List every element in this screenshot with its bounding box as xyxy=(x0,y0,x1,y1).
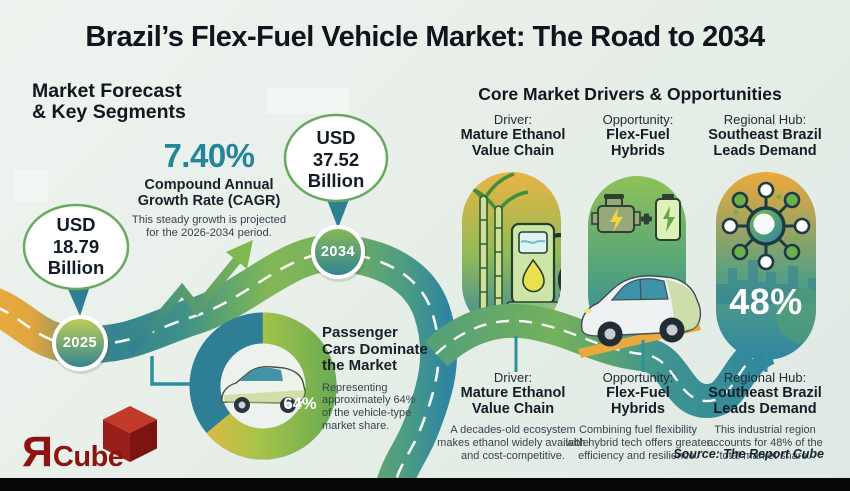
vehicle-share-donut-chart xyxy=(189,312,337,460)
card-caption-prefix: Opportunity: xyxy=(602,370,674,385)
card-caption-ethanol: Driver: Mature Ethanol Value Chain A dec… xyxy=(435,370,591,462)
background-panel xyxy=(266,88,350,114)
cagr-label: Compound Annual Growth Rate (CAGR) xyxy=(137,177,281,209)
network-hub-icon xyxy=(721,181,811,271)
card-caption-title: Southeast Brazil Leads Demand xyxy=(708,385,822,417)
card-southeast-brazil-hub xyxy=(716,172,816,360)
right-section-heading: Core Market Drivers & Opportunities xyxy=(478,84,782,104)
card-caption-title: Mature Ethanol Value Chain xyxy=(460,385,566,417)
year-marker-2034 xyxy=(311,225,367,282)
report-cube-logo: ЯCube xyxy=(22,428,124,476)
cagr-value: 7.40% xyxy=(163,137,255,174)
year-2025-label: 2025 xyxy=(62,335,98,351)
cagr-note: This steady growth is projected for the … xyxy=(131,214,287,239)
logo-r-glyph: Я xyxy=(22,428,53,476)
passenger-car-illustration xyxy=(221,366,306,413)
card-header-prefix: Driver: xyxy=(493,112,533,127)
card-caption-connectors xyxy=(514,336,768,372)
market-value-2034-label: USD 37.52 Billion xyxy=(307,127,365,191)
donut-connector-line xyxy=(150,356,190,386)
card-caption-description: Combining fuel flexibility with hybrid t… xyxy=(565,424,711,462)
battery-icon xyxy=(655,194,681,241)
card-header-ethanol: Driver: Mature Ethanol Value Chain xyxy=(435,112,591,159)
cagr-block: 7.40% Compound Annual Growth Rate (CAGR)… xyxy=(116,137,302,240)
card-header-hybrids: Opportunity: Flex-Fuel Hybrids xyxy=(560,112,716,159)
card-header-regional: Regional Hub: Southeast Brazil Leads Dem… xyxy=(687,112,843,159)
logo-wordmark: Cube xyxy=(52,441,124,473)
donut-share-label: 64% xyxy=(283,395,317,413)
regional-share-label: 48% xyxy=(729,281,803,322)
red-cube-logo-icon xyxy=(103,406,157,462)
background-panel xyxy=(14,170,48,202)
city-skyline-icon xyxy=(716,260,816,304)
market-value-2025-label: USD 18.79 Billion xyxy=(47,214,105,278)
card-header-title: Southeast Brazil Leads Demand xyxy=(708,127,822,159)
source-credit: Source: The Report Cube xyxy=(673,447,824,461)
card-caption-hybrids: Opportunity: Flex-Fuel Hybrids Combining… xyxy=(560,370,716,462)
card-caption-regional: Regional Hub: Southeast Brazil Leads Dem… xyxy=(687,370,843,462)
market-value-bubble-2034 xyxy=(283,113,389,228)
main-title: Brazil’s Flex-Fuel Vehicle Market: The R… xyxy=(85,21,765,53)
hybrid-car-illustration xyxy=(578,275,702,358)
card-header-title: Mature Ethanol Value Chain xyxy=(460,127,566,159)
left-section-heading: Market Forecast & Key Segments xyxy=(32,80,186,123)
ethanol-pump-icon xyxy=(506,222,561,312)
growth-arrow-icon xyxy=(126,240,253,355)
card-caption-description: A decades-old ecosystem makes ethanol wi… xyxy=(437,424,589,462)
passenger-cars-body: Representing approximately 64% of the ve… xyxy=(322,381,416,432)
bottom-bar xyxy=(0,478,850,491)
card-caption-prefix: Regional Hub: xyxy=(723,370,807,385)
passenger-cars-heading: Passenger Cars Dominate the Market xyxy=(322,324,428,374)
card-header-prefix: Regional Hub: xyxy=(723,112,807,127)
card-caption-description: This industrial region accounts for 48% … xyxy=(707,424,823,462)
card-caption-title: Flex-Fuel Hybrids xyxy=(606,385,670,417)
card-caption-prefix: Driver: xyxy=(493,370,533,385)
card-header-title: Flex-Fuel Hybrids xyxy=(606,127,670,159)
passenger-cars-block: Passenger Cars Dominate the Market Repre… xyxy=(322,324,452,433)
engine-icon xyxy=(591,194,641,233)
market-value-bubble-2025 xyxy=(22,203,130,316)
card-header-prefix: Opportunity: xyxy=(602,112,674,127)
year-2034-label: 2034 xyxy=(320,244,356,260)
plus-icon xyxy=(641,213,652,225)
year-marker-2025 xyxy=(52,315,110,374)
